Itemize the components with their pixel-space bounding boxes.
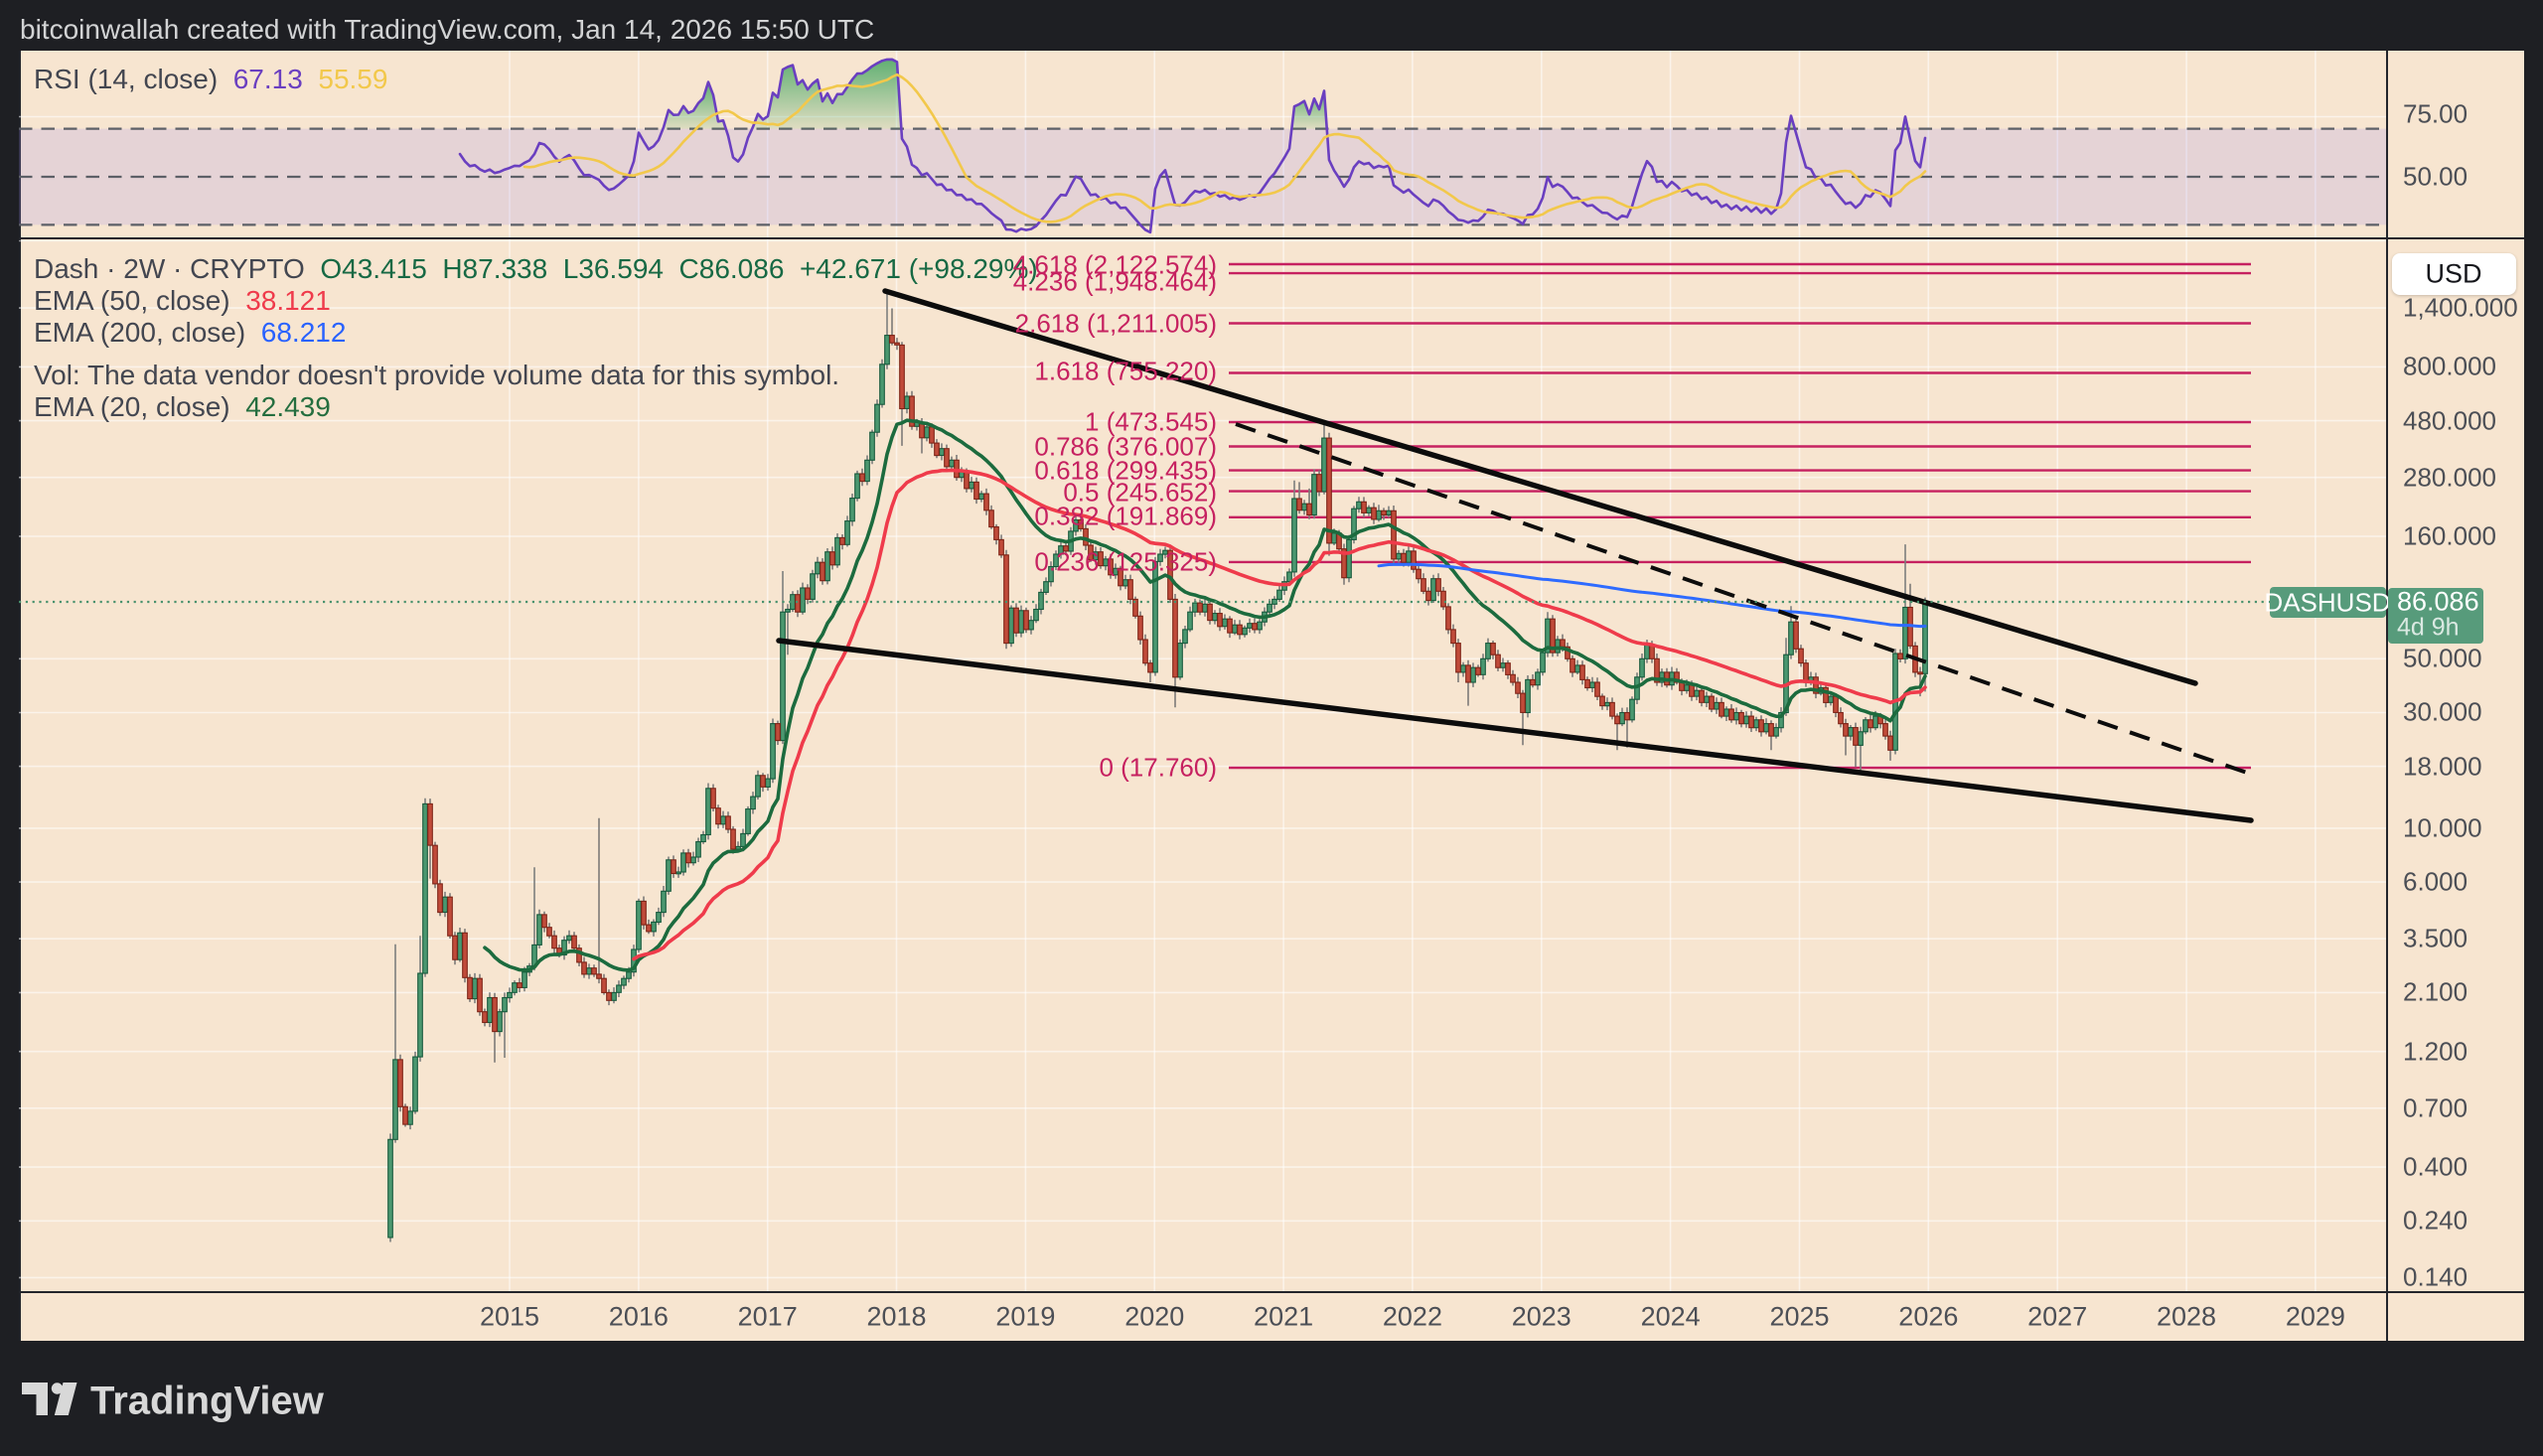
svg-text:TradingView: TradingView (90, 1383, 325, 1423)
